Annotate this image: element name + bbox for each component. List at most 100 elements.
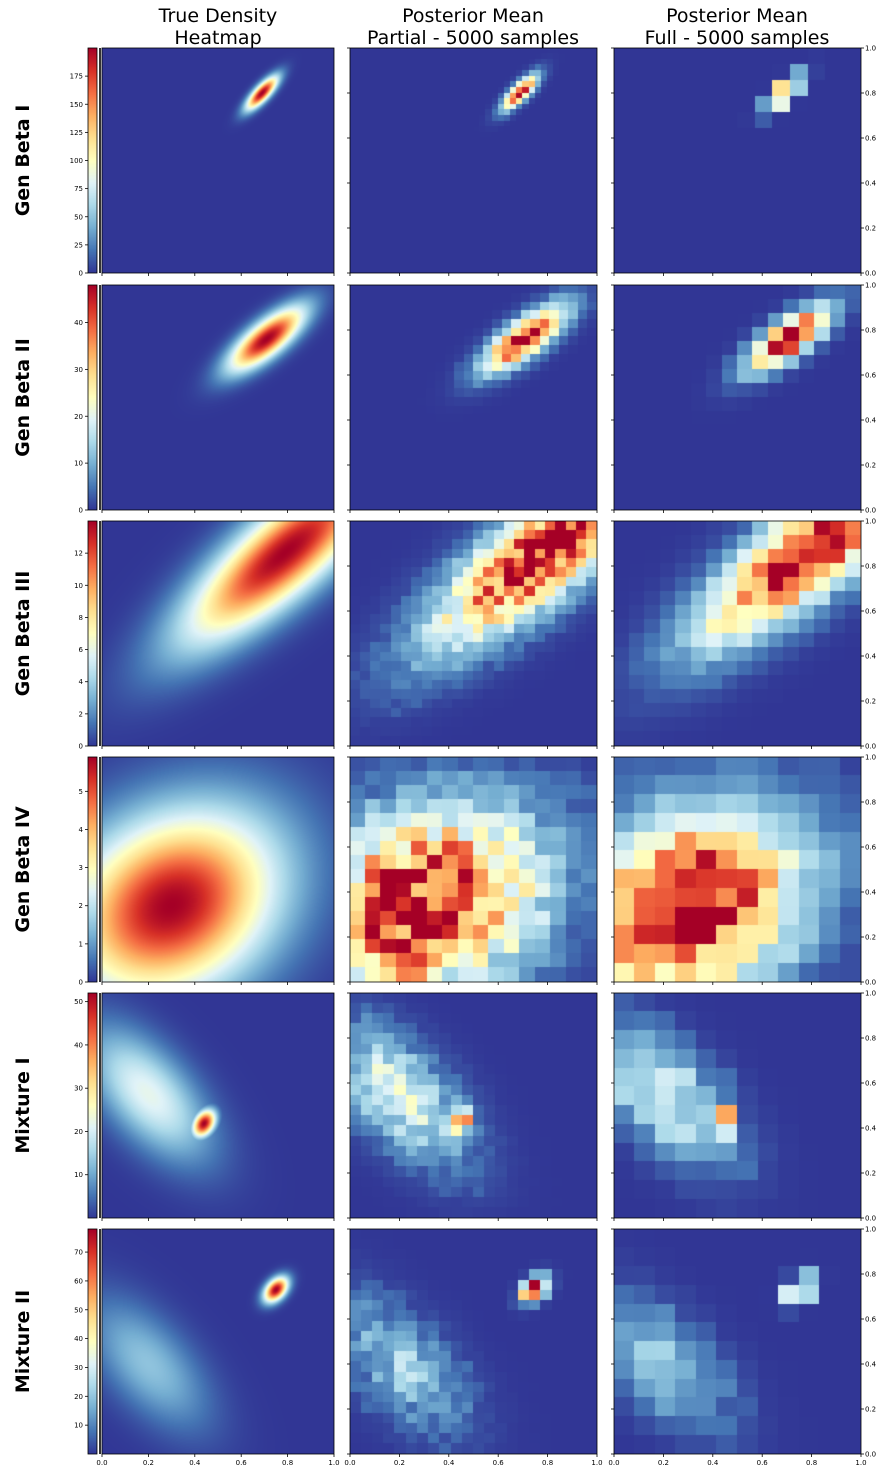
heatmap-row: Gen Beta IV 0 1 2 3 4 5 0.0 0.2 0.4 0.6 0.8 1.0 xyxy=(12,754,877,987)
colorbar-tick-label: 50 xyxy=(74,213,83,221)
colorbar-tick-label: 1 xyxy=(79,940,83,948)
panel-frame xyxy=(349,1228,598,1455)
x-tick-label: 0.0 xyxy=(608,1459,619,1467)
colorbar-tick-label: 4 xyxy=(79,678,84,686)
column-title-true-l1: True Density xyxy=(158,5,278,27)
y-tick-label-right: 0.6 xyxy=(865,135,877,143)
y-tick-label-right: 0.6 xyxy=(865,608,877,616)
x-tick-label: 0.6 xyxy=(757,1459,769,1467)
colorbar-tick-label: 100 xyxy=(70,157,83,165)
colorbar-tick-label: 2 xyxy=(79,902,83,910)
x-tick-label: 0.4 xyxy=(443,1459,455,1467)
panel-frame xyxy=(349,992,598,1219)
colorbar-tick-label: 8 xyxy=(79,614,83,622)
colorbar-tick-label: 0 xyxy=(79,270,83,278)
colorbar-frame xyxy=(87,284,98,511)
y-tick-label-right: 0.6 xyxy=(865,372,877,380)
heatmap-full xyxy=(614,993,861,1218)
colorbar xyxy=(88,285,97,510)
heatmap-true xyxy=(102,1229,334,1454)
colorbar-tick-label: 50 xyxy=(74,1306,83,1314)
colorbar xyxy=(88,521,97,746)
colorbar-tick-label: 10 xyxy=(74,460,83,468)
y-tick-label-right: 0.2 xyxy=(865,1406,876,1414)
y-tick-label-right: 0.8 xyxy=(865,327,876,335)
column-title-full-l1: Posterior Mean xyxy=(666,5,808,27)
colorbar-tick-label: 40 xyxy=(74,1335,83,1343)
row-label: Gen Beta I xyxy=(12,105,34,217)
y-tick-label-right: 1.0 xyxy=(865,45,876,53)
y-tick-label-right: 0.4 xyxy=(865,1361,877,1369)
x-tick-label: 0.2 xyxy=(394,1459,405,1467)
y-tick-label-right: 0.4 xyxy=(865,180,877,188)
heatmap-true xyxy=(102,757,334,982)
x-tick-label: 0.8 xyxy=(542,1459,553,1467)
colorbar-frame xyxy=(87,756,98,983)
colorbar-tick-label: 6 xyxy=(79,646,84,654)
colorbar-tick-label: 175 xyxy=(70,73,83,81)
panel-frame xyxy=(101,284,335,511)
heatmap-row: Gen Beta II 0 10 20 30 40 0.0 0.2 0.4 0.6 0.8 1.0 xyxy=(12,282,877,515)
colorbar-tick-label: 30 xyxy=(74,1364,83,1372)
panel-frame xyxy=(613,284,862,511)
x-tick-label: 1.0 xyxy=(328,1459,339,1467)
y-tick-label-right: 0.2 xyxy=(865,934,876,942)
y-tick-label-right: 0.6 xyxy=(865,1316,877,1324)
colorbar-tick-label: 5 xyxy=(79,788,83,796)
heatmap-partial xyxy=(350,1229,597,1454)
heatmap-true xyxy=(102,521,334,746)
colorbar-tick-label: 10 xyxy=(74,582,83,590)
column-title-full-l2: Full - 5000 samples xyxy=(645,27,830,49)
colorbar-frame xyxy=(87,1228,98,1455)
colorbar-tick-label: 20 xyxy=(74,1128,83,1136)
y-tick-label-right: 1.0 xyxy=(865,990,876,998)
x-tick-label: 1.0 xyxy=(591,1459,602,1467)
y-tick-label-right: 0.8 xyxy=(865,1035,876,1043)
panel-frame xyxy=(349,520,598,747)
column-titles: True Density Heatmap Posterior Mean Part… xyxy=(158,5,830,49)
heatmap-full xyxy=(614,521,861,746)
row-label: Gen Beta IV xyxy=(12,806,34,933)
heatmap-row: Mixture I 10 20 30 40 50 0.0 0.2 0.4 0.6 0.8 1.0 xyxy=(12,990,877,1223)
colorbar-tick-label: 0 xyxy=(79,979,83,987)
colorbar xyxy=(88,48,97,273)
y-tick-label-right: 1.0 xyxy=(865,1226,876,1234)
y-tick-label-right: 0.4 xyxy=(865,1125,877,1133)
y-tick-label-right: 0.8 xyxy=(865,90,876,98)
colorbar-tick-label: 60 xyxy=(74,1277,83,1285)
heatmap-row: Gen Beta I 0 25 50 75 100 125 150 175 0.0 0.2 0.4 0.… xyxy=(12,45,877,278)
panel-frame xyxy=(613,756,862,983)
panel-frame xyxy=(349,47,598,274)
heatmap-full xyxy=(614,757,861,982)
x-tick-label: 0.6 xyxy=(236,1459,248,1467)
colorbar-tick-label: 2 xyxy=(79,710,83,718)
y-tick-label-right: 0.2 xyxy=(865,1170,876,1178)
panel-frame xyxy=(349,284,598,511)
y-tick-label-right: 0.0 xyxy=(865,743,876,751)
y-tick-label-right: 1.0 xyxy=(865,282,876,290)
heatmap-full xyxy=(614,1229,861,1454)
colorbar-tick-label: 50 xyxy=(74,998,83,1006)
colorbar-tick-label: 30 xyxy=(74,1085,83,1093)
heatmap-true xyxy=(102,285,334,510)
y-tick-label-right: 0.2 xyxy=(865,698,876,706)
colorbar-tick-label: 150 xyxy=(70,101,83,109)
x-tick-label: 0.2 xyxy=(658,1459,669,1467)
colorbar xyxy=(88,1229,97,1454)
panel-frame xyxy=(613,520,862,747)
row-label: Mixture II xyxy=(12,1290,34,1393)
colorbar-tick-label: 20 xyxy=(74,413,83,421)
colorbar-tick-label: 10 xyxy=(74,1422,83,1430)
heatmap-full xyxy=(614,285,861,510)
colorbar-tick-label: 4 xyxy=(79,826,84,834)
x-tick-label: 0.8 xyxy=(282,1459,293,1467)
y-tick-label-right: 0.0 xyxy=(865,1215,876,1223)
y-tick-label-right: 0.8 xyxy=(865,799,876,807)
column-title-partial-l1: Posterior Mean xyxy=(402,5,544,27)
x-tick-label: 0.8 xyxy=(806,1459,817,1467)
y-tick-label-right: 0.4 xyxy=(865,653,877,661)
heatmap-partial xyxy=(350,993,597,1218)
row-label: Gen Beta II xyxy=(12,338,34,457)
colorbar-tick-label: 125 xyxy=(70,129,83,137)
heatmap-true xyxy=(102,993,334,1218)
